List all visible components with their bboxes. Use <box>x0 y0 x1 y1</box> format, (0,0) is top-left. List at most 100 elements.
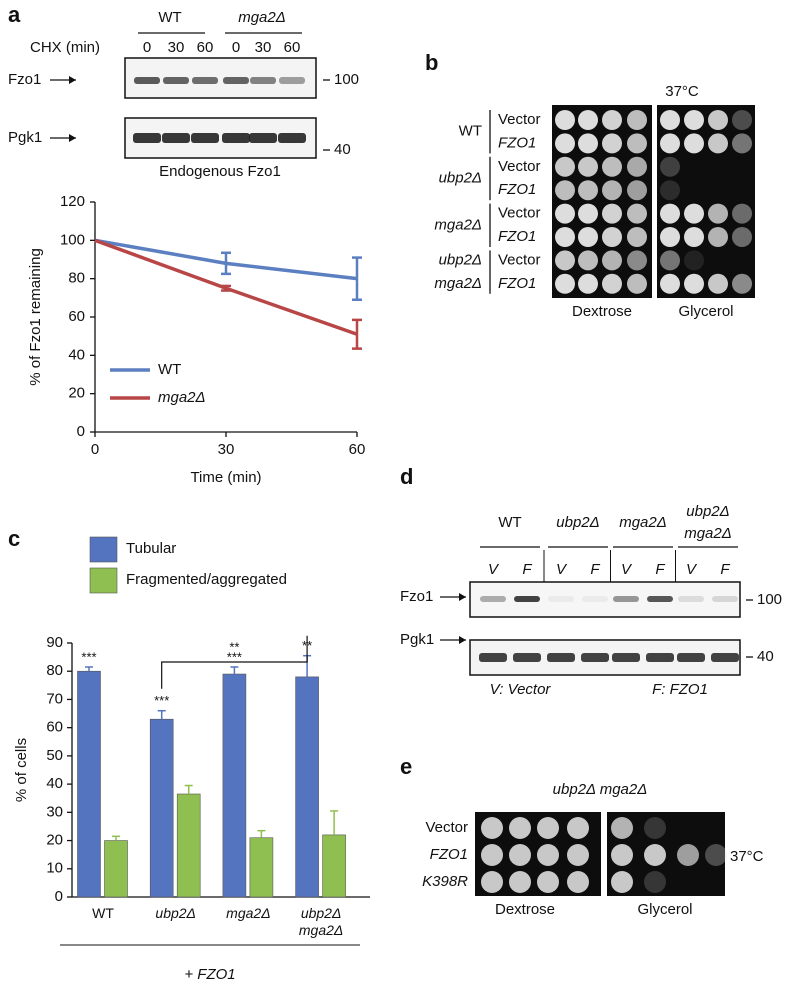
spot <box>602 273 622 294</box>
row-label: Vector <box>425 819 468 836</box>
error-bar <box>157 709 166 720</box>
spot <box>509 817 531 839</box>
band <box>249 133 277 143</box>
band <box>192 77 218 84</box>
spot <box>644 844 666 866</box>
band <box>646 653 674 662</box>
bar <box>249 837 274 898</box>
row-label: FZO1 <box>498 181 536 198</box>
error-bar <box>112 835 120 841</box>
band <box>250 77 276 84</box>
spot <box>509 871 531 893</box>
x-tick-label: ubp2Δ mga2Δ <box>299 905 343 938</box>
x-tick-label: 60 <box>349 441 366 458</box>
band <box>479 653 507 662</box>
spot <box>555 227 575 247</box>
spot <box>708 273 728 294</box>
y-tick-label: 70 <box>46 690 63 707</box>
group-label: mga2Δ <box>619 514 667 531</box>
error-bar <box>221 284 231 292</box>
y-axis-label: % of cells <box>13 738 30 802</box>
lane-label: 0 <box>232 39 240 56</box>
error-bar <box>184 784 193 794</box>
spot <box>627 203 647 224</box>
spot <box>660 133 680 154</box>
bar <box>149 718 174 898</box>
group-label: mga2Δ <box>238 9 286 26</box>
band <box>279 77 305 84</box>
spot <box>555 273 575 294</box>
spot <box>627 250 647 271</box>
x-tick-label-text: WT <box>92 905 114 921</box>
spot <box>660 250 680 271</box>
spot <box>537 844 559 866</box>
genotype-label: ubp2Δ <box>439 251 482 268</box>
spot <box>684 250 704 271</box>
row-label: Vector <box>498 205 541 222</box>
blot-caption: Endogenous Fzo1 <box>159 163 281 180</box>
legend-label: WT <box>158 361 181 378</box>
spot <box>708 133 728 154</box>
bar <box>222 673 247 898</box>
spot <box>578 156 598 177</box>
bar <box>176 793 201 898</box>
error-bar <box>221 251 231 276</box>
group-label: mga2Δ <box>684 525 732 542</box>
arrow-head <box>69 134 76 142</box>
y-tick-label: 10 <box>46 860 63 877</box>
spot <box>555 110 575 130</box>
spot <box>602 156 622 177</box>
y-tick-label: 0 <box>77 423 85 440</box>
error-bar <box>330 810 339 835</box>
y-tick-label: 90 <box>46 634 63 651</box>
spot <box>627 133 647 154</box>
spot <box>732 227 752 247</box>
significance: *** <box>154 693 169 708</box>
row-label: Vector <box>498 251 541 268</box>
spot <box>481 871 503 893</box>
row-label: FZO1 <box>498 275 536 292</box>
y-tick-label: 80 <box>46 662 63 679</box>
error-bar <box>230 666 239 675</box>
group-label: WT <box>158 9 181 26</box>
band <box>711 653 739 662</box>
spot <box>684 203 704 224</box>
group-label: WT <box>498 514 521 531</box>
panel-letter: d <box>400 464 413 489</box>
spot <box>660 156 680 177</box>
abbreviation: V: Vector <box>490 681 552 698</box>
x-tick-label: 0 <box>91 441 99 458</box>
spot <box>567 871 589 893</box>
band <box>278 133 306 143</box>
spot <box>708 227 728 247</box>
footer-label: + FZO1 <box>184 966 235 983</box>
band <box>480 596 506 602</box>
spot <box>708 203 728 224</box>
spot <box>555 250 575 271</box>
spot <box>537 817 559 839</box>
spot <box>732 133 752 154</box>
plate-label: Glycerol <box>678 303 733 320</box>
spot <box>578 250 598 271</box>
arrow-head <box>459 636 466 644</box>
x-tick-label: WT <box>92 905 114 921</box>
spot <box>509 844 531 866</box>
lane-label: F <box>720 561 730 578</box>
spot <box>705 844 727 866</box>
plate-label: Dextrose <box>572 303 632 320</box>
error-bar <box>85 666 93 672</box>
blot-label: Fzo1 <box>400 588 433 605</box>
spot <box>602 203 622 224</box>
spot <box>732 273 752 294</box>
chx-label: CHX (min) <box>30 39 100 56</box>
lane-label: F <box>590 561 600 578</box>
y-tick-label: 80 <box>68 270 85 287</box>
plate-label: Glycerol <box>637 901 692 918</box>
band <box>134 77 160 84</box>
spot <box>732 203 752 224</box>
size-marker: 100 <box>334 71 359 88</box>
spot <box>627 110 647 130</box>
band <box>712 596 738 602</box>
size-marker: 40 <box>334 141 351 158</box>
lane-label: V <box>556 561 568 578</box>
